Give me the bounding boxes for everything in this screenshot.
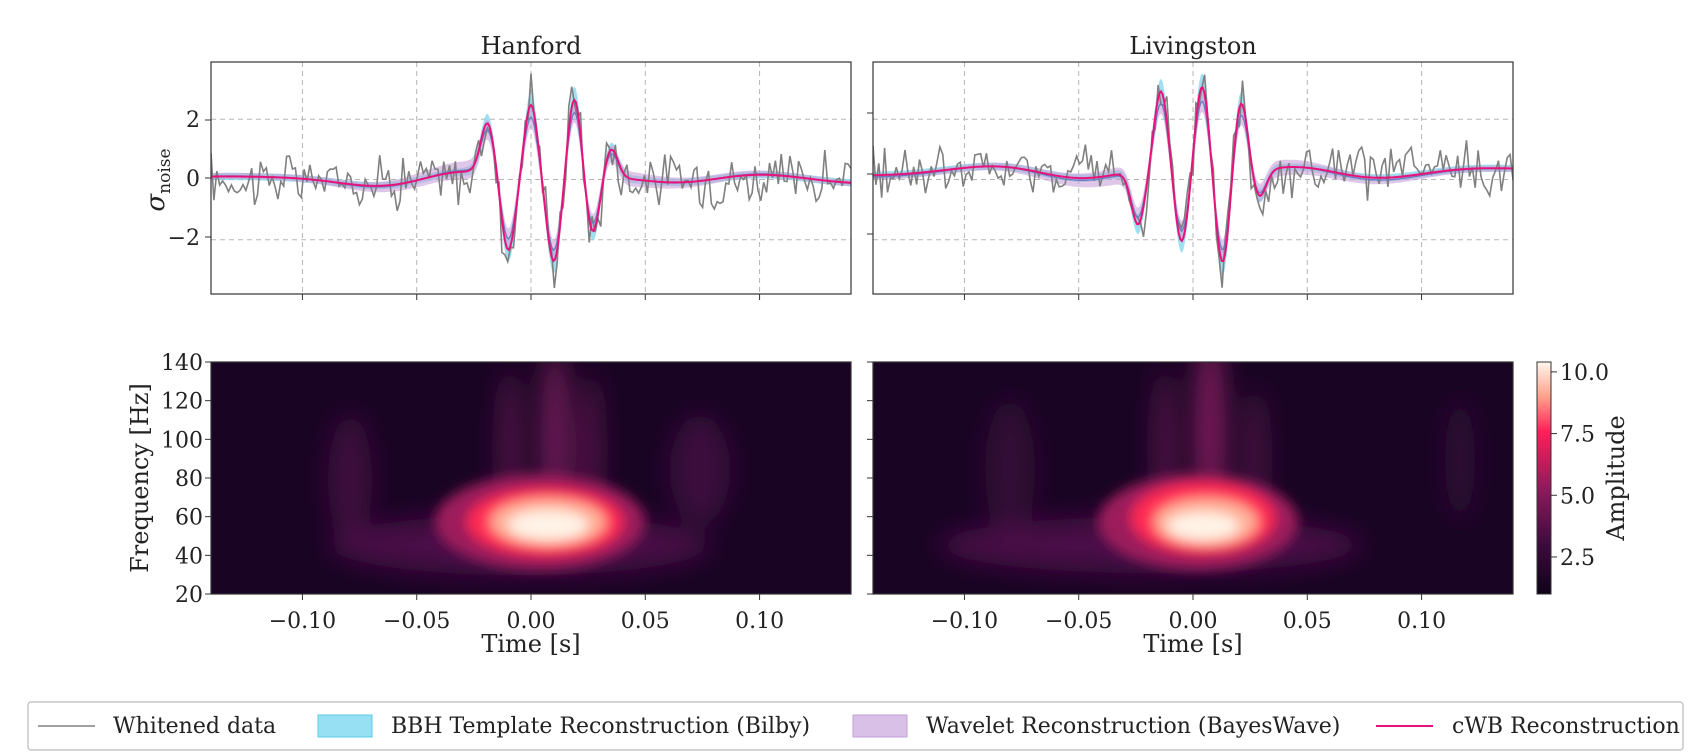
legend-item-bilby: BBH Template Reconstruction (Bilby) xyxy=(317,714,810,739)
livingston-cwb-line xyxy=(873,85,1513,263)
livingston-frequency-yticks xyxy=(867,361,873,595)
ytick-label: 120 xyxy=(161,390,203,415)
livingston-title: Livingston xyxy=(1129,32,1257,60)
hanford-strain-xticks xyxy=(301,294,761,300)
ytick-label: 60 xyxy=(175,506,203,531)
legend-label: cWB Reconstruction xyxy=(1452,714,1680,739)
livingston-whitened-data xyxy=(873,74,1513,288)
legend: Whitened data BBH Template Reconstructio… xyxy=(27,701,1684,751)
legend-patch-swatch xyxy=(317,714,373,738)
ytick-label: 20 xyxy=(175,583,203,608)
svg-text:σnoise: σnoise xyxy=(141,148,175,211)
livingston-strain-panel: Livingston xyxy=(867,32,1514,300)
sigma-symbol: σ xyxy=(141,193,171,212)
frequency-ylabel: Frequency [Hz] xyxy=(126,383,154,573)
legend-item-whitened-data: Whitened data xyxy=(38,714,276,739)
xtick-label: 0.00 xyxy=(507,609,556,634)
colorbar-tick-label: 10.0 xyxy=(1560,361,1609,386)
colorbar-tick-label: 7.5 xyxy=(1560,423,1595,448)
legend-label: BBH Template Reconstruction (Bilby) xyxy=(391,714,810,739)
xtick-label: 0.00 xyxy=(1169,609,1218,634)
livingston-time-xticks: −0.10 −0.05 0.00 0.05 0.10 xyxy=(931,594,1446,634)
legend-label: Wavelet Reconstruction (BayesWave) xyxy=(926,714,1340,739)
colorbar-label: Amplitude xyxy=(1602,415,1630,541)
xtick-label: −0.10 xyxy=(269,609,336,634)
amplitude-colorbar: 10.0 7.5 5.0 2.5 Amplitude xyxy=(1536,361,1630,595)
legend-item-cwb: cWB Reconstruction xyxy=(1376,714,1680,739)
hanford-time-xticks: −0.10 −0.05 0.00 0.05 0.10 xyxy=(269,594,784,634)
livingston-yticks xyxy=(867,112,873,235)
livingston-time-xlabel: Time [s] xyxy=(1143,630,1242,658)
colorbar-ticks: 10.0 7.5 5.0 2.5 xyxy=(1551,361,1609,571)
colorbar-gradient xyxy=(1536,361,1552,595)
hanford-strain-panel: Hanford 2 0 −2 σnoise xyxy=(141,32,852,300)
colorbar-tick-label: 5.0 xyxy=(1560,484,1595,509)
ytick-label: 40 xyxy=(175,544,203,569)
ytick-label: 0 xyxy=(186,167,200,192)
noise-subscript: noise xyxy=(155,148,175,193)
xtick-label: 0.05 xyxy=(1283,609,1332,634)
ytick-label: −2 xyxy=(168,226,200,251)
livingston-chirp xyxy=(1098,474,1298,570)
colorbar-tick-label: 2.5 xyxy=(1560,546,1595,571)
sigma-noise-ylabel: σnoise xyxy=(141,148,175,211)
hanford-title: Hanford xyxy=(481,32,582,60)
hanford-cwb-line xyxy=(211,97,851,263)
legend-label: Whitened data xyxy=(113,714,276,739)
legend-patch-swatch xyxy=(852,714,908,738)
livingston-spectrogram-panel: −0.10 −0.05 0.00 0.05 0.10 Time [s] xyxy=(867,361,1514,658)
ytick-label: 100 xyxy=(161,428,203,453)
ytick-label: 140 xyxy=(161,351,203,376)
hanford-chirp xyxy=(435,474,645,570)
xtick-label: 0.10 xyxy=(1397,609,1446,634)
legend-item-bayeswave: Wavelet Reconstruction (BayesWave) xyxy=(852,714,1340,739)
xtick-label: −0.10 xyxy=(931,609,998,634)
livingston-bilby-band xyxy=(873,73,1513,276)
xtick-label: 0.05 xyxy=(621,609,670,634)
xtick-label: 0.10 xyxy=(735,609,784,634)
ytick-label: 80 xyxy=(175,467,203,492)
xtick-label: −0.05 xyxy=(1045,609,1112,634)
hanford-time-xlabel: Time [s] xyxy=(481,630,580,658)
xtick-label: −0.05 xyxy=(383,609,450,634)
frequency-yticks: 140 120 100 80 60 40 20 xyxy=(161,351,211,608)
livingston-strain-xticks xyxy=(963,294,1423,300)
hanford-yticks: 2 0 −2 xyxy=(168,108,211,251)
ytick-label: 2 xyxy=(186,108,200,133)
